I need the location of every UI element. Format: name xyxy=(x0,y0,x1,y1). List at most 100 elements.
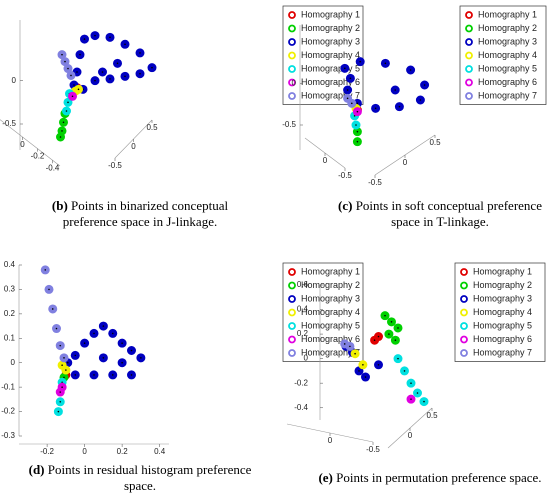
point-dot xyxy=(48,288,50,291)
point-dot xyxy=(109,78,111,80)
legend-marker xyxy=(465,11,473,19)
x-tick-label: -0.4 xyxy=(46,163,60,172)
caption-text: Points in soft conceptual preference xyxy=(355,198,542,213)
legend-label: Homography 3 xyxy=(301,293,360,303)
caption-line: (d) Points in residual histogram prefere… xyxy=(5,462,275,478)
point-dot xyxy=(55,327,58,330)
point-dot xyxy=(409,69,412,71)
point-dot xyxy=(139,72,141,75)
x-tick-label: 0 xyxy=(82,447,87,456)
z-tick-label: 0 xyxy=(403,158,408,167)
point-dot xyxy=(356,140,359,143)
x-tick-label: -0.2 xyxy=(31,152,45,161)
legend-label: Homography 1 xyxy=(301,9,360,19)
point-dot xyxy=(111,374,114,376)
point-dot xyxy=(83,342,86,344)
point-dot xyxy=(74,354,77,357)
legend-marker xyxy=(288,322,296,330)
y-tick-label: 0.1 xyxy=(4,333,16,342)
point-dot xyxy=(65,369,67,371)
point-dot xyxy=(410,382,412,384)
panel-label: (c) xyxy=(338,198,353,213)
caption-line: (b) Points in binarized conceptual xyxy=(5,198,275,214)
legend-label: Homography 3 xyxy=(478,36,537,46)
legend-label: Homography 7 xyxy=(478,90,537,100)
point-dot xyxy=(358,370,360,372)
x-tick-label: 0 xyxy=(328,436,333,445)
point-dot xyxy=(61,381,63,384)
legend: Homography 1 Homography 2 Homography 3 Homo… xyxy=(454,262,546,362)
point-dot xyxy=(101,71,104,73)
caption-text: Points in binarized conceptual xyxy=(71,198,229,213)
legend-box xyxy=(459,5,547,105)
point-dot xyxy=(346,97,349,100)
point-dot xyxy=(76,71,78,73)
point-dot xyxy=(356,130,359,133)
point-dot xyxy=(351,102,353,105)
y-tick-label: 0.4 xyxy=(4,260,16,269)
point-dot xyxy=(151,66,153,69)
point-dot xyxy=(390,321,393,323)
legend-marker xyxy=(465,78,473,87)
caption-line: (e) Points in permutation preference spa… xyxy=(295,470,550,486)
point-dot xyxy=(394,89,397,91)
legend-marker xyxy=(288,281,296,290)
point-dot xyxy=(64,60,66,63)
point-dot xyxy=(346,89,349,91)
legend-label: Homography 5 xyxy=(478,63,537,73)
legend-label: Homography 2 xyxy=(478,23,537,33)
point-dot xyxy=(116,62,119,65)
legend-marker xyxy=(460,308,468,317)
point-dot xyxy=(57,410,60,413)
point-dot xyxy=(139,52,141,54)
point-dot xyxy=(384,314,386,317)
legend-label: Homography 5 xyxy=(301,63,360,73)
legend-marker xyxy=(288,51,296,60)
point-dot xyxy=(44,269,47,271)
point-dot xyxy=(94,34,96,37)
legend-label: Homography 6 xyxy=(301,77,360,87)
y-tick-label: -0.2 xyxy=(294,378,308,387)
point-dot xyxy=(109,36,111,39)
point-dot xyxy=(394,339,397,342)
point-dot xyxy=(356,102,359,105)
legend-marker xyxy=(288,24,296,33)
caption-text: preference space in J-linkage. xyxy=(62,214,218,229)
point-dot xyxy=(111,332,114,335)
legend-marker xyxy=(288,349,296,357)
point-dot xyxy=(343,343,346,345)
point-dot xyxy=(121,361,123,364)
point-dot xyxy=(356,110,359,113)
point-dot xyxy=(73,84,75,86)
point-dot xyxy=(373,339,376,342)
point-dot xyxy=(71,95,74,98)
point-dot xyxy=(349,77,352,80)
point-dot xyxy=(94,79,96,82)
point-dot xyxy=(61,386,63,388)
legend-marker xyxy=(460,335,468,344)
z-tick-label: 0 xyxy=(408,431,413,440)
legend-marker xyxy=(288,11,296,19)
y-tick-label: 0.2 xyxy=(297,329,309,338)
y-tick-label: 0.4 xyxy=(297,305,309,314)
point-dot xyxy=(419,99,422,101)
legend-marker xyxy=(460,349,468,357)
legend-label: Homography 4 xyxy=(301,307,360,317)
legend-label: Homography 1 xyxy=(473,266,532,276)
legend-label: Homography 3 xyxy=(301,36,360,46)
point-dot xyxy=(374,107,377,110)
point-dot xyxy=(59,136,62,138)
panel-label: (e) xyxy=(318,470,333,485)
legend-label: Homography 2 xyxy=(301,280,360,290)
point-dot xyxy=(377,363,380,366)
point-dot xyxy=(61,130,63,132)
legend-marker xyxy=(288,78,296,87)
point-dot xyxy=(66,361,69,364)
point-dot xyxy=(79,53,81,56)
point-dot xyxy=(397,357,399,360)
legend-marker xyxy=(460,322,468,330)
point-dot xyxy=(388,333,390,335)
point-dot xyxy=(83,38,86,40)
legend-label: Homography 2 xyxy=(473,280,532,290)
